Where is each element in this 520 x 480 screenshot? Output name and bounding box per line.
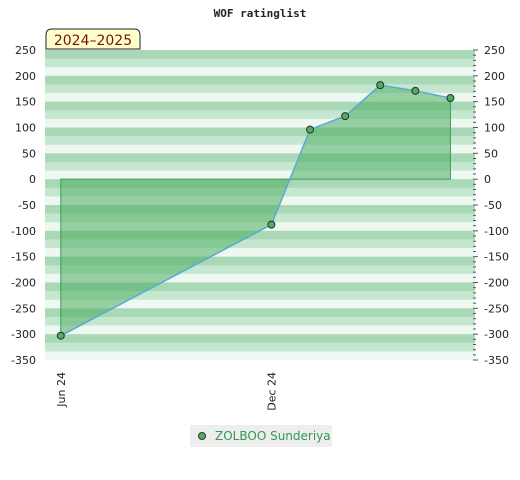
data-point bbox=[267, 220, 276, 229]
data-point bbox=[341, 112, 350, 121]
background-band bbox=[45, 170, 475, 180]
background-band bbox=[45, 118, 475, 128]
y-tick-label-right: 100 bbox=[484, 122, 505, 135]
background-band bbox=[45, 144, 475, 154]
data-point bbox=[411, 86, 420, 95]
y-tick-label-left: -150 bbox=[11, 251, 36, 264]
y-tick-label-left: -100 bbox=[11, 225, 36, 238]
background-band bbox=[45, 58, 475, 68]
background-band bbox=[45, 161, 475, 171]
y-tick-label-right: 200 bbox=[484, 70, 505, 83]
y-tick-label-right: -200 bbox=[484, 277, 509, 290]
data-point bbox=[306, 125, 315, 134]
legend: ZOLBOO Sunderiya bbox=[190, 425, 332, 447]
y-axis-right: -350 -300 -250 -200 -150 -100 -50 0 50 100 150 200 2… bbox=[473, 44, 509, 367]
y-tick-label-right: 250 bbox=[484, 44, 505, 57]
y-tick-label-right: -300 bbox=[484, 328, 509, 341]
legend-marker bbox=[198, 432, 206, 440]
legend-entry-label: ZOLBOO Sunderiya bbox=[215, 429, 331, 443]
y-tick-label-left: -50 bbox=[18, 199, 36, 212]
marker-layer bbox=[56, 81, 455, 340]
y-tick-label-right: 150 bbox=[484, 96, 505, 109]
y-tick-label-left: -300 bbox=[11, 328, 36, 341]
background-band bbox=[45, 153, 475, 163]
background-band bbox=[45, 239, 475, 249]
y-tick-label-left: 50 bbox=[22, 147, 36, 160]
background-band bbox=[45, 67, 475, 77]
y-tick-label-right: 50 bbox=[484, 147, 498, 160]
y-tick-label-left: 250 bbox=[15, 44, 36, 57]
y-tick-label-left: 150 bbox=[15, 96, 36, 109]
y-tick-label-left: 0 bbox=[29, 173, 36, 186]
background-band bbox=[45, 84, 475, 94]
y-tick-label-left: -250 bbox=[11, 302, 36, 315]
y-tick-label-left: -200 bbox=[11, 277, 36, 290]
background-band bbox=[45, 127, 475, 137]
background-band bbox=[45, 93, 475, 102]
background-band bbox=[45, 334, 475, 344]
season-badge-label: 2024–2025 bbox=[54, 33, 132, 49]
x-axis: Jun 24 Dec 24 bbox=[55, 372, 279, 411]
background-band bbox=[45, 256, 475, 266]
background-band bbox=[45, 136, 475, 146]
y-tick-label-left: 100 bbox=[15, 122, 36, 135]
y-tick-label-right: -250 bbox=[484, 302, 509, 315]
y-tick-label-right: -150 bbox=[484, 251, 509, 264]
data-point bbox=[56, 331, 65, 340]
y-tick-label-right: 0 bbox=[484, 173, 491, 186]
y-tick-label-left: 200 bbox=[15, 70, 36, 83]
legend-box bbox=[190, 425, 332, 447]
background-band bbox=[45, 325, 475, 335]
background-band bbox=[45, 342, 475, 352]
data-point bbox=[376, 81, 385, 90]
background-band bbox=[45, 110, 475, 120]
y-axis-left: -350 -300 -250 -200 -150 -100 -50 0 50 100 150 200 2… bbox=[11, 44, 36, 367]
y-tick-label-left: -350 bbox=[11, 354, 36, 367]
background-band bbox=[45, 308, 475, 318]
background-band bbox=[45, 291, 475, 301]
chart-title: WOF ratinglist bbox=[214, 7, 307, 20]
background-band bbox=[45, 273, 475, 283]
y-tick-label-right: -350 bbox=[484, 354, 509, 367]
background-band bbox=[45, 299, 475, 309]
season-badge-box bbox=[45, 28, 141, 50]
background-band bbox=[45, 50, 475, 59]
background-band bbox=[45, 351, 475, 361]
background-band bbox=[45, 248, 475, 257]
x-tick-label: Jun 24 bbox=[55, 372, 68, 408]
y-tick-label-right: -50 bbox=[484, 199, 502, 212]
season-badge: 2024–2025 bbox=[45, 28, 141, 50]
background-band bbox=[45, 316, 475, 326]
y-tick-label-right: -100 bbox=[484, 225, 509, 238]
background-band bbox=[45, 230, 475, 240]
background-band bbox=[45, 101, 475, 111]
data-point bbox=[446, 94, 455, 103]
x-tick-label: Dec 24 bbox=[265, 372, 278, 411]
background-band bbox=[45, 265, 475, 275]
background-band bbox=[45, 282, 475, 292]
background-band bbox=[45, 75, 475, 85]
